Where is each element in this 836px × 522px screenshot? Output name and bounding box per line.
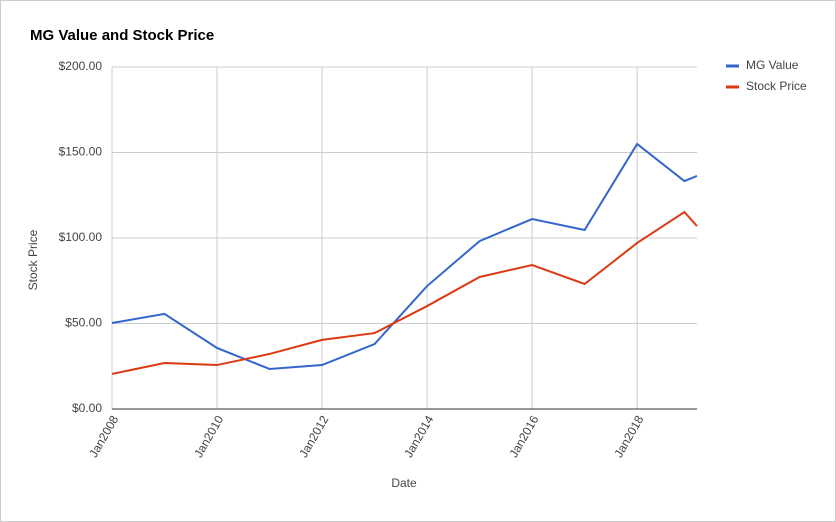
line-series <box>111 142 698 371</box>
legend-label: Stock Price <box>746 79 807 93</box>
legend-label: MG Value <box>746 58 799 72</box>
y-tick-label: $50.00 <box>65 316 102 330</box>
y-axis-title: Stock Price <box>26 229 40 290</box>
y-tick-label: $100.00 <box>59 230 103 244</box>
line-series <box>111 210 698 375</box>
x-axis-title: Date <box>391 476 417 490</box>
y-tick-label: $150.00 <box>59 145 103 159</box>
y-tick-label: $200.00 <box>59 59 103 73</box>
chart-title: MG Value and Stock Price <box>30 27 214 44</box>
y-tick-label: $0.00 <box>72 401 102 415</box>
